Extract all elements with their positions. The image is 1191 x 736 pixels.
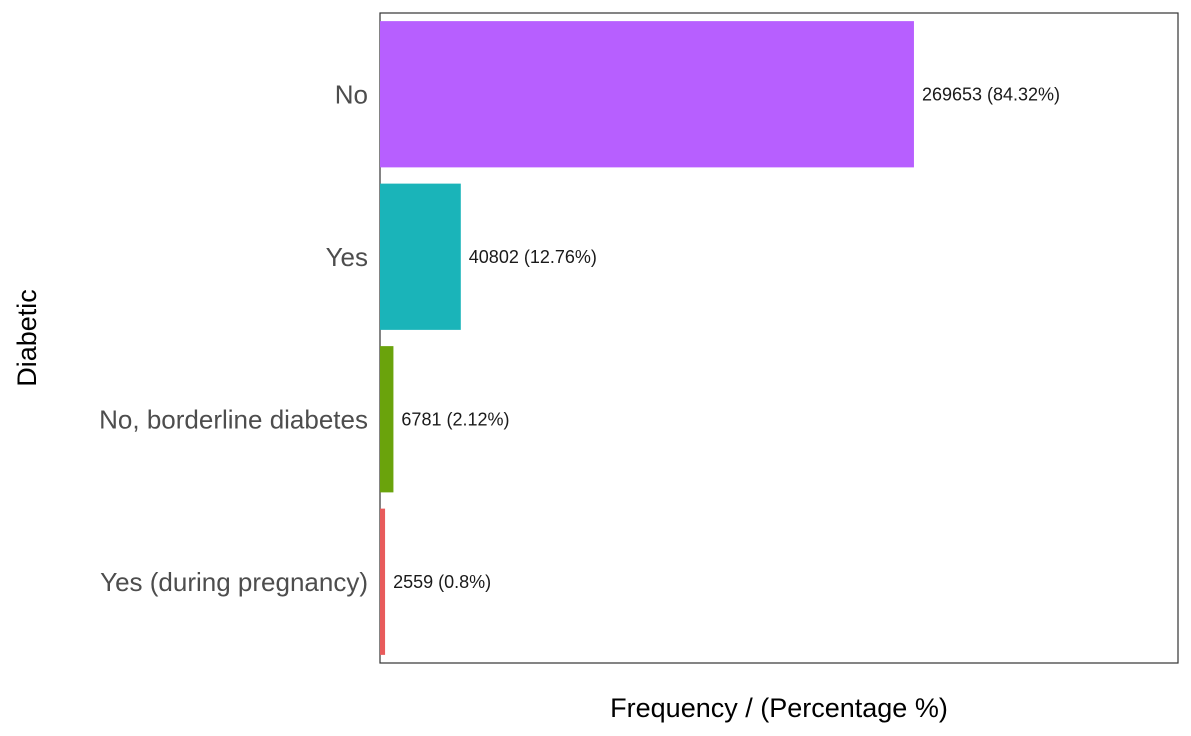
plot-panel-border <box>379 12 1179 664</box>
y-axis-title: Diabetic <box>12 289 42 387</box>
category-label-3: Yes (during pregnancy) <box>100 567 368 597</box>
category-label-2: No, borderline diabetes <box>99 404 368 434</box>
category-label-1: Yes <box>326 242 368 272</box>
bar-1 <box>380 183 461 330</box>
bar-0 <box>380 21 914 168</box>
bar-3 <box>380 508 386 655</box>
data-labels-group: 269653 (84.32%) 40802 (12.76%) 6781 (2.12%… <box>393 85 1060 592</box>
data-label-1: 40802 (12.76%) <box>469 247 597 267</box>
category-label-0: No <box>335 79 368 109</box>
category-labels-group: No Yes No, borderline diabetes Yes (during … <box>99 79 368 597</box>
bar-2 <box>380 346 394 493</box>
data-label-2: 6781 (2.12%) <box>401 410 509 430</box>
data-label-3: 2559 (0.8%) <box>393 572 491 592</box>
bars-group <box>380 21 914 655</box>
x-axis-title: Frequency / (Percentage %) <box>610 693 948 723</box>
data-label-0: 269653 (84.32%) <box>922 85 1060 105</box>
